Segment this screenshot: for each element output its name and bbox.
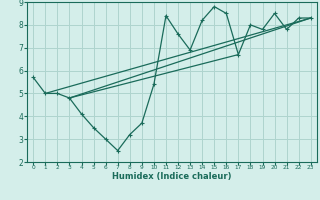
X-axis label: Humidex (Indice chaleur): Humidex (Indice chaleur) xyxy=(112,172,232,181)
